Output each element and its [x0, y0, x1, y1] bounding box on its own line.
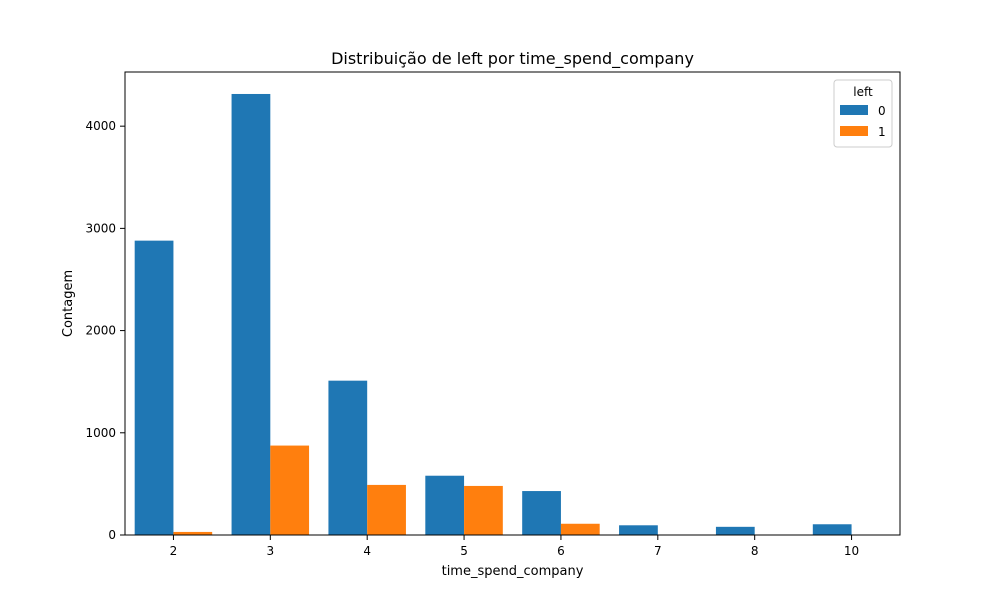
- axes-group: [124, 71, 901, 536]
- bar-6-left-1: [560, 523, 600, 535]
- bar-5-left-0: [425, 475, 465, 535]
- bar-4-left-0: [328, 380, 368, 535]
- x-tick-label: 8: [751, 544, 759, 558]
- bar-3-left-0: [231, 93, 271, 536]
- x-tick-label: 3: [266, 544, 274, 558]
- x-tick-label: 5: [460, 544, 468, 558]
- x-tick-label: 6: [557, 544, 565, 558]
- y-axis-label: Contagem: [61, 270, 76, 337]
- bar-2-left-0: [134, 240, 174, 535]
- plot-frame: [124, 71, 901, 536]
- legend-swatch-1: [840, 126, 868, 136]
- bar-5-left-1: [464, 485, 503, 535]
- x-tick-label: 4: [363, 544, 371, 558]
- bar-6-left-0: [522, 491, 561, 535]
- bar-4-left-1: [367, 484, 406, 535]
- y-tick-label: 0: [108, 528, 116, 542]
- y-tick-label: 3000: [85, 221, 116, 235]
- bar-8-left-0: [715, 526, 755, 535]
- y-tick-label: 2000: [85, 324, 116, 338]
- x-axis-label: time_spend_company: [442, 564, 584, 579]
- bar-7-left-0: [619, 525, 658, 535]
- y-tick-label: 4000: [85, 119, 116, 133]
- bar-10-left-0: [812, 524, 852, 535]
- x-tick-label: 7: [654, 544, 662, 558]
- y-tick-label: 1000: [85, 426, 116, 440]
- legend-swatch-0: [840, 105, 868, 115]
- bars-group: [134, 93, 852, 536]
- legend-label-1: 1: [878, 125, 886, 139]
- ticks-group: 2 3 4 5 6 7 8 10 0 1000 2000 3000 4000: [85, 119, 859, 558]
- legend-label-0: 0: [878, 104, 886, 118]
- legend-title: left: [853, 85, 873, 99]
- legend: left 0 1: [833, 79, 893, 148]
- x-tick-label: 2: [170, 544, 178, 558]
- bar-3-left-1: [270, 445, 310, 535]
- x-tick-label: 10: [844, 544, 859, 558]
- chart-title: Distribuição de left por time_spend_comp…: [331, 49, 694, 69]
- bar-2-left-1: [173, 531, 213, 535]
